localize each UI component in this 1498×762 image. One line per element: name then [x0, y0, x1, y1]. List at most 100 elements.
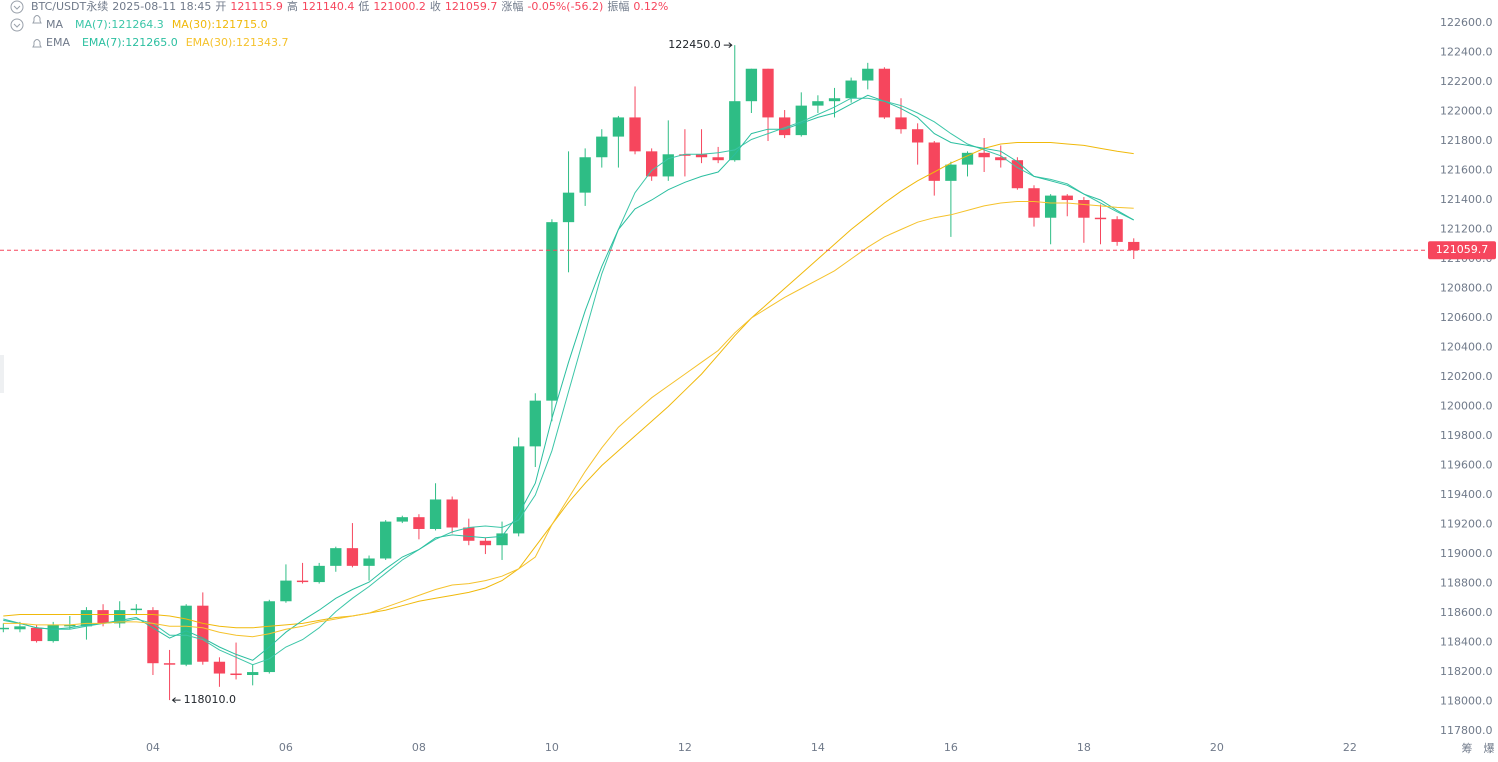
candle-body	[795, 105, 807, 136]
legend-group: EMA	[46, 36, 70, 49]
candle-body	[596, 136, 608, 158]
candle-body	[1128, 241, 1140, 251]
candle-body	[729, 101, 741, 161]
legend-entry: MA(7):121264.3	[75, 18, 164, 31]
candle-body	[47, 624, 59, 642]
symbol: BTC/USDT永续	[31, 0, 109, 13]
candle-body	[330, 548, 342, 566]
candle-body	[463, 527, 475, 541]
candle-body	[163, 663, 176, 665]
x-tick-label: 22	[1343, 741, 1357, 754]
label: 涨幅	[501, 0, 524, 13]
y-tick-label: 119000.0	[1440, 547, 1493, 560]
candle-body	[529, 400, 541, 447]
candle-body	[14, 626, 26, 630]
legend-group: MA	[46, 18, 64, 31]
candle-body	[363, 558, 375, 566]
legend-entry: MA(30):121715.0	[171, 18, 268, 31]
label: 振幅	[607, 0, 630, 13]
candle-body	[895, 117, 907, 130]
indicator-line	[3, 94, 1134, 661]
indicator-line	[3, 97, 1134, 666]
candle-body	[845, 80, 857, 99]
annotation-arrow	[723, 42, 733, 49]
collapse-chevron	[13, 23, 21, 28]
candle-body	[878, 68, 891, 118]
candle-body	[130, 608, 142, 611]
high-value: 121140.4	[301, 0, 355, 13]
label: 低	[358, 0, 370, 13]
open-value: 121115.9	[230, 0, 283, 13]
candle-body	[197, 605, 209, 662]
candle-body	[479, 540, 492, 546]
candle-body	[114, 610, 126, 624]
last-price-label: 121059.7	[1436, 243, 1489, 256]
candle-body	[546, 222, 558, 401]
ma-legend: MA MA(7):121264.3 MA(30):121715.0	[46, 18, 268, 32]
candle-body	[1078, 200, 1090, 218]
candle-body	[978, 152, 990, 158]
amplitude-value: 0.12%	[633, 0, 669, 13]
y-tick-label: 120200.0	[1440, 370, 1493, 383]
y-tick-label: 118800.0	[1440, 577, 1493, 590]
label: 收	[429, 0, 441, 13]
y-tick-label: 119200.0	[1440, 518, 1493, 531]
candle-body	[1094, 217, 1107, 220]
candle-body	[579, 157, 591, 193]
candle-body	[230, 673, 242, 676]
y-tick-label: 120400.0	[1440, 341, 1493, 354]
y-tick-label: 121600.0	[1440, 164, 1493, 177]
candle-body	[213, 661, 226, 674]
collapse-icon[interactable]	[10, 18, 24, 32]
y-tick-label: 122200.0	[1440, 75, 1493, 88]
label: 高	[286, 0, 298, 13]
y-tick-label: 118600.0	[1440, 606, 1493, 619]
candle-body	[513, 446, 525, 534]
footer-icon[interactable]: 筹	[1462, 741, 1473, 755]
y-tick-label: 122600.0	[1440, 16, 1493, 29]
candle-body	[346, 548, 359, 566]
y-tick-label: 122400.0	[1440, 46, 1493, 59]
candle-body	[0, 627, 9, 630]
candle-body	[1044, 195, 1057, 218]
candle-body	[97, 610, 109, 624]
y-tick-label: 119800.0	[1440, 429, 1493, 442]
side-handle[interactable]	[0, 355, 4, 393]
bell-icon[interactable]	[32, 39, 42, 48]
candle-body	[147, 610, 159, 664]
change-value: -0.05%(-56.2)	[527, 0, 604, 13]
x-tick-label: 10	[545, 741, 559, 754]
y-tick-label: 118400.0	[1440, 636, 1493, 649]
bell-icon[interactable]	[32, 15, 42, 24]
candle-body	[862, 68, 874, 81]
candle-body	[928, 142, 940, 181]
y-tick-label: 119400.0	[1440, 488, 1493, 501]
candle-body	[380, 521, 392, 559]
candle-body	[64, 624, 76, 627]
candle-body	[313, 565, 325, 583]
y-tick-label: 117800.0	[1440, 724, 1493, 737]
candle-body	[263, 601, 275, 673]
candle-body	[1111, 219, 1123, 242]
indicator-line	[3, 201, 1134, 638]
footer-icon[interactable]: 爆	[1484, 741, 1495, 755]
candle-body	[30, 627, 43, 642]
candle-body	[745, 68, 758, 102]
candle-body	[446, 499, 458, 528]
legend-entry: EMA(7):121265.0	[81, 36, 178, 49]
candle-body	[646, 151, 658, 177]
ema-legend: EMA EMA(7):121265.0 EMA(30):121343.7	[46, 36, 288, 50]
candle-body	[662, 154, 674, 177]
candle-body	[679, 154, 691, 156]
indicator-line	[3, 142, 1134, 629]
candle-body	[247, 672, 259, 676]
candle-body	[396, 517, 408, 522]
collapse-icon[interactable]	[10, 0, 24, 14]
candle-body	[1011, 160, 1024, 189]
candle-body	[995, 157, 1007, 161]
candle-body	[828, 98, 841, 102]
x-tick-label: 04	[146, 741, 160, 754]
x-tick-label: 08	[412, 741, 426, 754]
